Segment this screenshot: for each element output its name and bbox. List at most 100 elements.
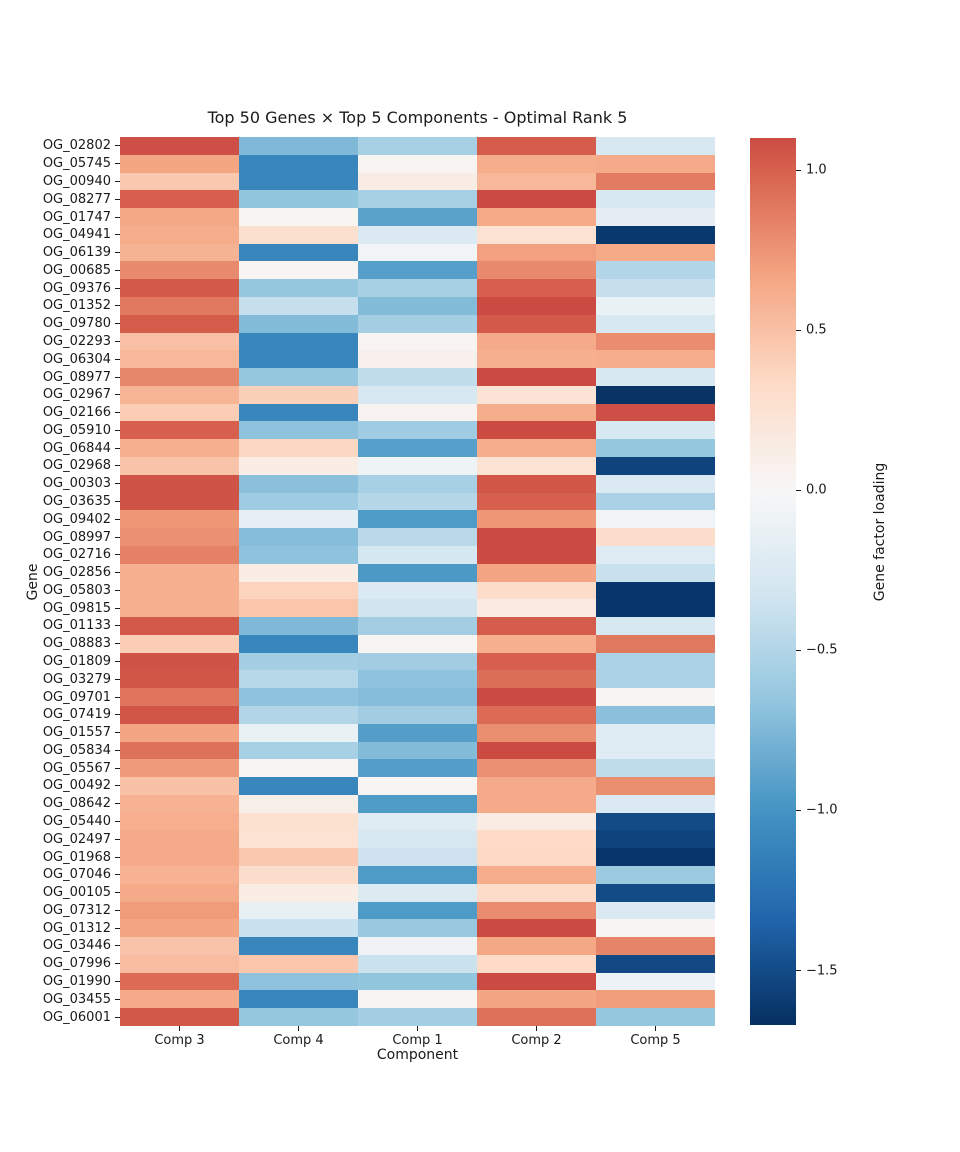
heatmap-cell xyxy=(120,937,239,955)
heatmap-cell xyxy=(239,154,358,173)
y-tick-label: OG_06304 xyxy=(42,351,111,367)
heatmap-cell xyxy=(120,599,239,618)
heatmap-cell xyxy=(477,794,596,813)
y-tick-label: OG_05567 xyxy=(42,760,111,776)
y-tick-label: OG_00105 xyxy=(42,885,111,901)
heatmap-cell xyxy=(477,865,596,884)
heatmap-cell xyxy=(358,652,477,671)
heatmap-cell xyxy=(239,528,358,546)
heatmap-cell xyxy=(120,208,239,226)
heatmap-cell xyxy=(358,528,477,546)
heatmap-cell xyxy=(120,545,239,564)
heatmap-cell xyxy=(477,652,596,671)
heatmap-cell xyxy=(596,279,715,298)
heatmap-cell xyxy=(358,688,477,706)
heatmap-cell xyxy=(239,510,358,529)
heatmap-cell xyxy=(239,990,358,1009)
y-tick-label: OG_07996 xyxy=(42,956,111,972)
heatmap-cell xyxy=(477,937,596,955)
heatmap-cell xyxy=(120,474,239,493)
heatmap-cell xyxy=(596,545,715,564)
y-tick-label: OG_05834 xyxy=(42,742,111,758)
heatmap-cell xyxy=(239,332,358,351)
y-tick-label: OG_02293 xyxy=(42,333,111,349)
heatmap-cell xyxy=(120,261,239,280)
heatmap-cell xyxy=(477,954,596,973)
heatmap-cell xyxy=(477,172,596,191)
heatmap-cell xyxy=(596,581,715,600)
y-tick-label: OG_01990 xyxy=(42,974,111,990)
heatmap-cell xyxy=(358,937,477,955)
heatmap-cell xyxy=(120,332,239,351)
heatmap-cell xyxy=(120,492,239,511)
heatmap-cell xyxy=(596,634,715,653)
heatmap-cell xyxy=(596,225,715,244)
heatmap-cell xyxy=(358,172,477,191)
heatmap-cell xyxy=(120,848,239,866)
heatmap-cell xyxy=(596,741,715,760)
heatmap-cell xyxy=(358,243,477,262)
heatmap-cell xyxy=(596,243,715,262)
heatmap-cell xyxy=(239,901,358,920)
y-tick-label: OG_09402 xyxy=(42,511,111,527)
heatmap-cell xyxy=(120,652,239,671)
heatmap-cell xyxy=(358,563,477,582)
y-tick-label: OG_08883 xyxy=(42,636,111,652)
heatmap-cell xyxy=(477,279,596,298)
heatmap-cell xyxy=(120,794,239,813)
heatmap-cell xyxy=(239,794,358,813)
heatmap-cell xyxy=(596,937,715,955)
y-tick-label: OG_01557 xyxy=(42,725,111,741)
heatmap-cell xyxy=(239,1008,358,1026)
heatmap-cell xyxy=(120,457,239,475)
heatmap-cell xyxy=(358,599,477,618)
heatmap-cell xyxy=(596,919,715,938)
heatmap-cell xyxy=(120,581,239,600)
heatmap-cell xyxy=(120,172,239,191)
heatmap-cell xyxy=(358,794,477,813)
heatmap-cell xyxy=(477,777,596,795)
heatmap-cell xyxy=(239,777,358,795)
heatmap-cell xyxy=(239,261,358,280)
heatmap-cell xyxy=(477,261,596,280)
y-tick-label: OG_08277 xyxy=(42,191,111,207)
heatmap-cell xyxy=(239,314,358,333)
heatmap-cell xyxy=(358,368,477,386)
heatmap-cell xyxy=(596,563,715,582)
heatmap-cell xyxy=(477,474,596,493)
heatmap-cell xyxy=(477,563,596,582)
heatmap-cell xyxy=(477,688,596,706)
heatmap-cell xyxy=(358,954,477,973)
heatmap-cell xyxy=(596,848,715,866)
y-tick-label: OG_07419 xyxy=(42,707,111,723)
heatmap-cell xyxy=(120,830,239,849)
y-tick-label: OG_05803 xyxy=(42,582,111,598)
heatmap-cell xyxy=(477,297,596,315)
heatmap-cell xyxy=(477,314,596,333)
heatmap-cell xyxy=(477,510,596,529)
heatmap-cell xyxy=(596,759,715,778)
heatmap-cell xyxy=(596,652,715,671)
heatmap-cell xyxy=(596,457,715,475)
heatmap-cell xyxy=(477,670,596,689)
heatmap-cell xyxy=(358,848,477,866)
colorbar-tick-label: 0.5 xyxy=(806,322,827,338)
y-tick-label: OG_09701 xyxy=(42,689,111,705)
heatmap-cell xyxy=(120,990,239,1009)
heatmap-cell xyxy=(477,741,596,760)
heatmap-cell xyxy=(120,617,239,635)
heatmap-cell xyxy=(239,830,358,849)
heatmap-cell xyxy=(239,385,358,404)
x-tick-label: Comp 2 xyxy=(511,1033,562,1048)
heatmap-cell xyxy=(596,705,715,724)
heatmap-cell xyxy=(596,474,715,493)
heatmap-cell xyxy=(358,990,477,1009)
heatmap-cell xyxy=(358,190,477,209)
heatmap-cell xyxy=(596,261,715,280)
heatmap-cell xyxy=(120,705,239,724)
heatmap-cell xyxy=(239,457,358,475)
heatmap-cell xyxy=(120,510,239,529)
heatmap-cell xyxy=(239,599,358,618)
heatmap-cell xyxy=(239,723,358,742)
